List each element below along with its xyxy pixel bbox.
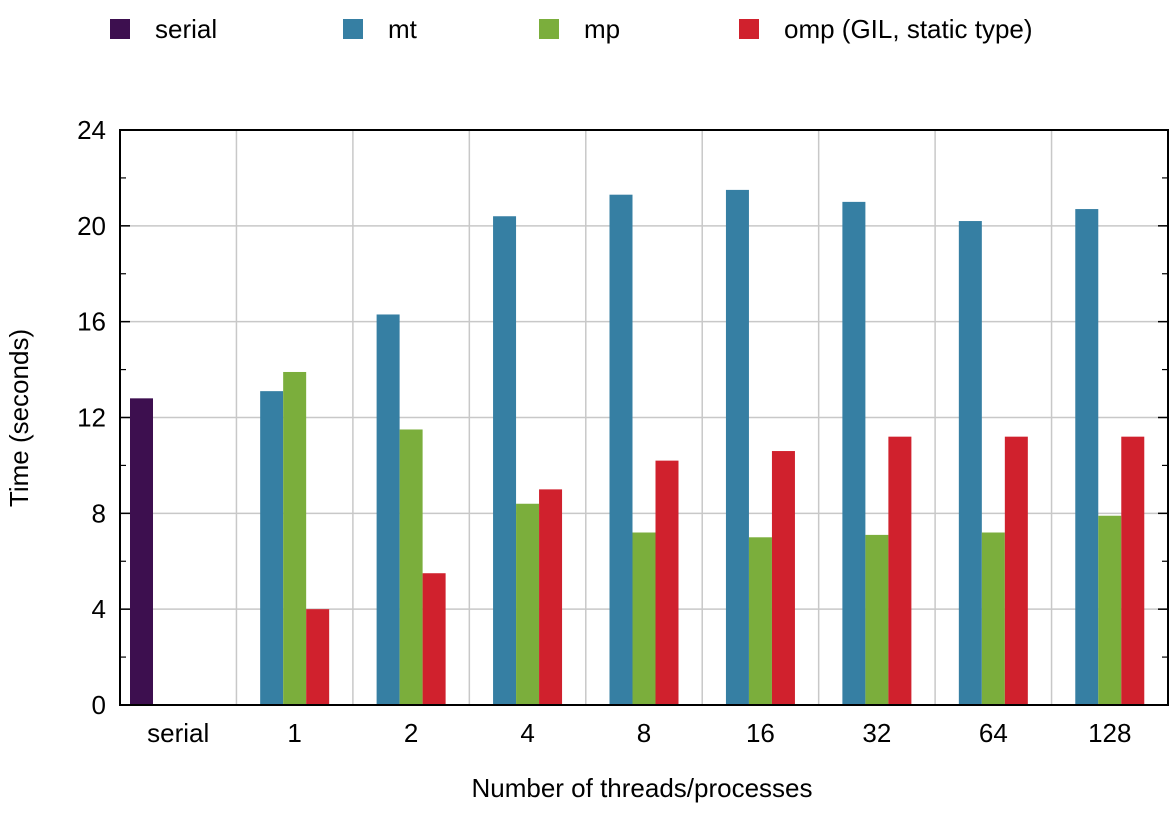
y-tick-label: 8 <box>92 498 106 528</box>
bar-omp-8 <box>655 460 679 705</box>
legend-label: serial <box>155 14 217 44</box>
bar-mp-16 <box>748 537 772 705</box>
bar-serial-serial <box>130 398 153 705</box>
x-tick-label: 2 <box>404 718 418 748</box>
bar-omp-64 <box>1004 436 1028 705</box>
bar-mt-2 <box>376 314 400 705</box>
y-axis-label: Time (seconds) <box>4 329 34 507</box>
bar-mp-128 <box>1098 515 1122 705</box>
bar-omp-128 <box>1121 436 1145 705</box>
bar-mp-8 <box>632 532 656 705</box>
bars <box>130 189 1145 706</box>
legend-label: mp <box>584 14 620 44</box>
y-tick-label: 4 <box>92 594 106 624</box>
legend-label: omp (GIL, static type) <box>784 14 1033 44</box>
x-tick-label: 64 <box>979 718 1008 748</box>
bar-mp-2 <box>399 429 423 705</box>
x-tick-label: 8 <box>637 718 651 748</box>
legend-swatch <box>539 19 559 39</box>
bar-mt-8 <box>609 194 633 705</box>
x-tick-label: 16 <box>746 718 775 748</box>
legend-swatch <box>343 19 363 39</box>
y-tick-label: 12 <box>77 403 106 433</box>
x-tick-label: serial <box>147 718 209 748</box>
x-tick-label: 4 <box>520 718 534 748</box>
x-tick-label: 1 <box>287 718 301 748</box>
x-tick-label: 128 <box>1088 718 1131 748</box>
legend-label: mt <box>388 14 418 44</box>
legend-swatch <box>110 19 130 39</box>
legend-swatch <box>739 19 759 39</box>
bar-mt-32 <box>842 201 866 705</box>
bar-mt-4 <box>493 216 517 705</box>
bar-omp-2 <box>422 573 446 705</box>
y-tick-label: 0 <box>92 690 106 720</box>
bar-mp-32 <box>865 534 889 705</box>
bar-omp-1 <box>306 609 330 705</box>
bar-mt-128 <box>1075 209 1099 705</box>
x-tick-label: 32 <box>862 718 891 748</box>
bar-mt-64 <box>958 221 982 705</box>
y-tick-label: 24 <box>77 115 106 145</box>
y-tick-label: 20 <box>77 211 106 241</box>
bar-mp-1 <box>283 371 307 705</box>
bar-omp-16 <box>771 451 795 705</box>
bar-mt-1 <box>260 391 284 705</box>
bar-mp-64 <box>981 532 1005 705</box>
bar-omp-4 <box>539 489 563 705</box>
bar-omp-32 <box>888 436 912 705</box>
y-tick-label: 16 <box>77 307 106 337</box>
legend: serial mt mp omp (GIL, static type) <box>110 14 1033 44</box>
bar-mt-16 <box>725 189 749 706</box>
x-axis-label: Number of threads/processes <box>471 773 812 803</box>
bar-mp-4 <box>516 503 540 705</box>
